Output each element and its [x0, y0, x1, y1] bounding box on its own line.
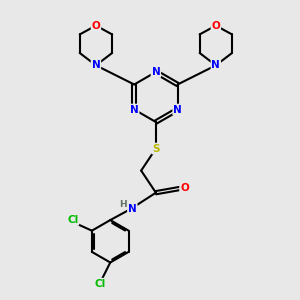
Text: N: N [130, 104, 139, 115]
Text: S: S [152, 143, 160, 154]
Text: N: N [173, 104, 182, 115]
Text: N: N [152, 67, 160, 77]
Text: N: N [92, 60, 100, 70]
Text: O: O [92, 21, 100, 31]
Text: H: H [119, 200, 126, 209]
Text: N: N [128, 204, 137, 214]
Text: O: O [212, 21, 220, 31]
Text: Cl: Cl [67, 215, 78, 225]
Text: N: N [212, 60, 220, 70]
Text: O: O [180, 183, 189, 193]
Text: Cl: Cl [94, 279, 106, 289]
